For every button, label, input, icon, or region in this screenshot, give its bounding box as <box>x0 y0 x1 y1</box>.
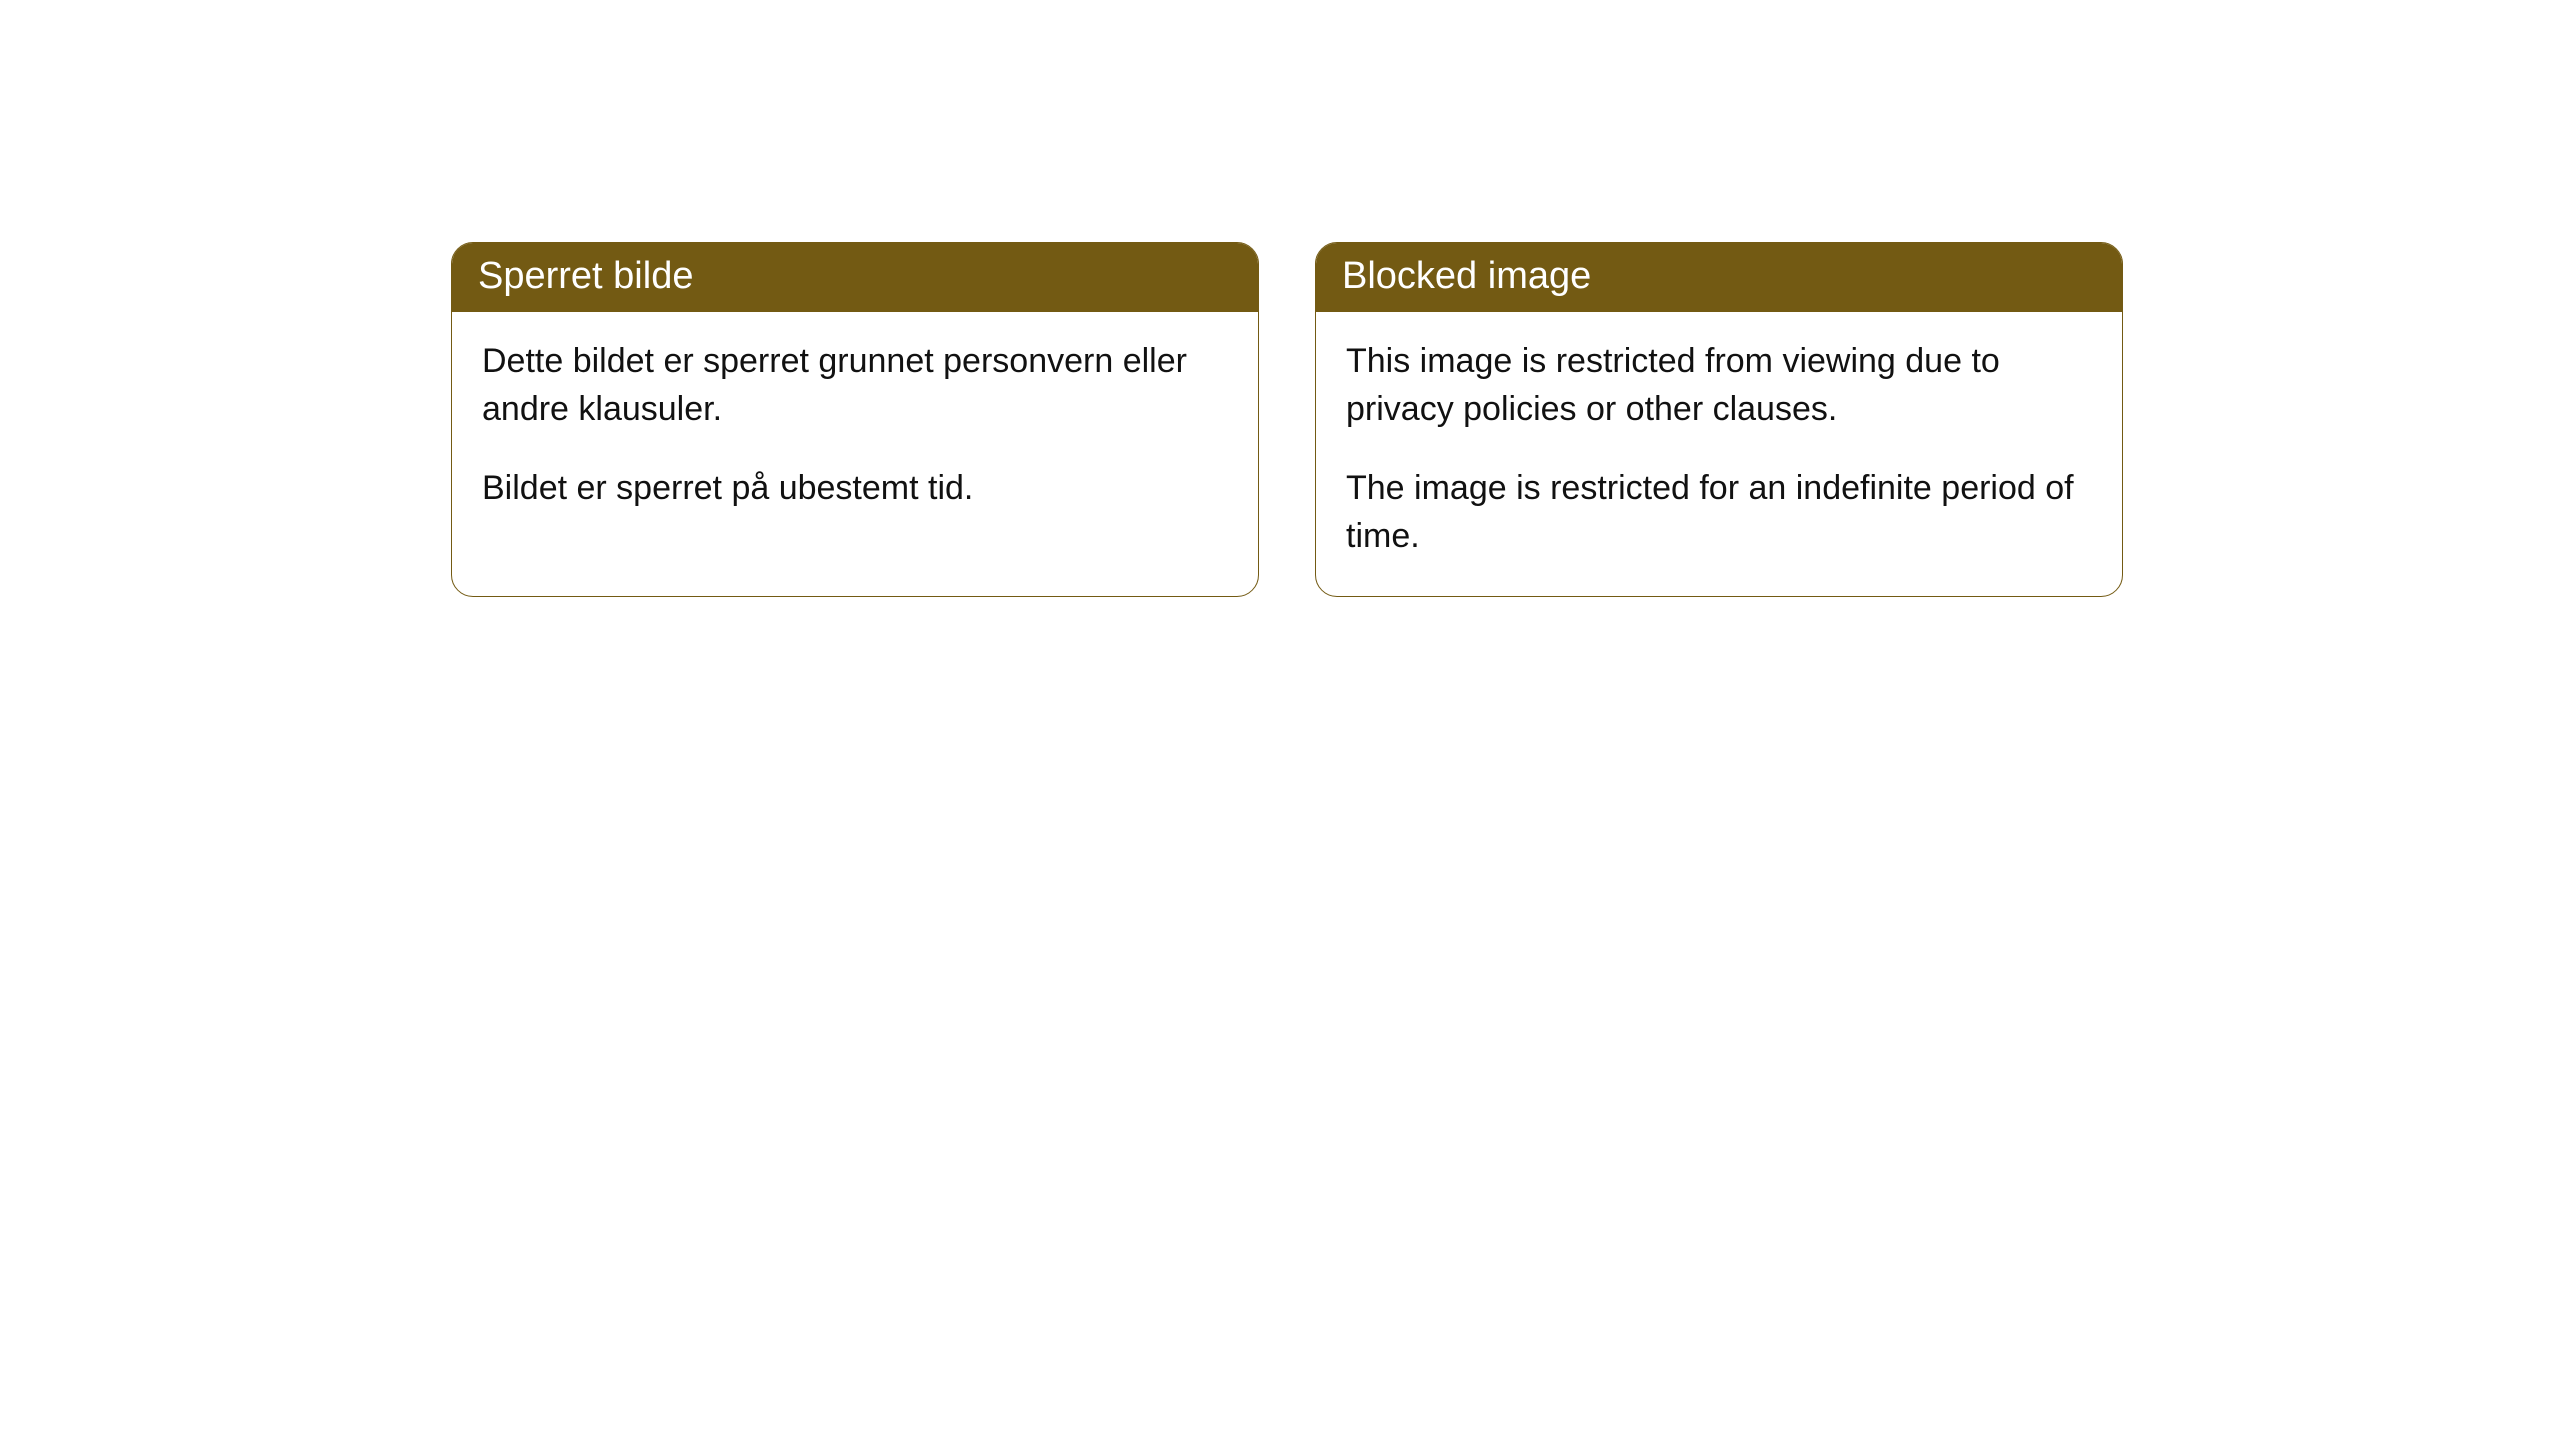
cards-container: Sperret bilde Dette bildet er sperret gr… <box>0 0 2560 597</box>
card-title: Sperret bilde <box>478 255 693 297</box>
card-body-english: This image is restricted from viewing du… <box>1316 312 2122 596</box>
card-paragraph: Dette bildet er sperret grunnet personve… <box>482 338 1228 433</box>
card-body-norwegian: Dette bildet er sperret grunnet personve… <box>452 312 1258 549</box>
card-paragraph: Bildet er sperret på ubestemt tid. <box>482 465 1228 513</box>
card-header-norwegian: Sperret bilde <box>452 243 1258 312</box>
card-paragraph: The image is restricted for an indefinit… <box>1346 465 2092 560</box>
blocked-image-card-norwegian: Sperret bilde Dette bildet er sperret gr… <box>451 242 1259 597</box>
card-paragraph: This image is restricted from viewing du… <box>1346 338 2092 433</box>
card-header-english: Blocked image <box>1316 243 2122 312</box>
card-title: Blocked image <box>1342 255 1591 297</box>
blocked-image-card-english: Blocked image This image is restricted f… <box>1315 242 2123 597</box>
